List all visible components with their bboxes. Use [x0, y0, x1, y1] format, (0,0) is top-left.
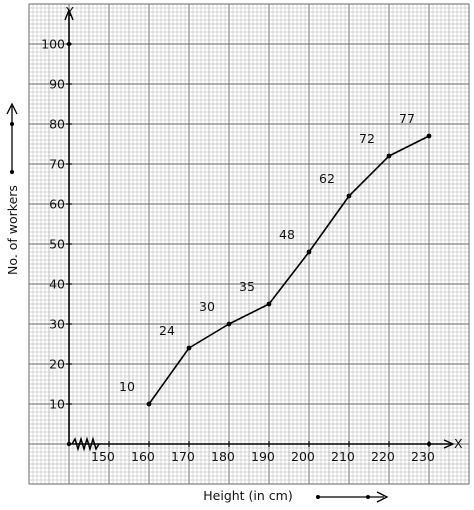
- data-point: [226, 321, 232, 327]
- grid-border: [28, 3, 470, 485]
- data-point: [266, 301, 272, 307]
- axis-arrows: [6, 102, 389, 503]
- x-tick-label: 160: [131, 449, 155, 464]
- y-tick-label: 70: [49, 157, 65, 172]
- x-tick-label: 150: [91, 449, 115, 464]
- x-direction-arrowhead: [376, 491, 389, 503]
- series-line: [148, 135, 430, 405]
- grid: [28, 3, 470, 485]
- x-tick-label: 200: [291, 449, 315, 464]
- data-label: 77: [399, 111, 415, 126]
- x-direction-dot: [316, 495, 320, 499]
- x-tick-label: 220: [371, 449, 395, 464]
- data-labels: 10 24 30 35 48 62 72 77: [119, 111, 415, 394]
- y-tick-label: 50: [49, 237, 65, 252]
- axis-point: [66, 441, 72, 447]
- data-point: [186, 345, 192, 351]
- data-label: 62: [319, 171, 335, 186]
- y-tick-label: 10: [49, 397, 65, 412]
- y-tick-label: 90: [49, 77, 65, 92]
- x-tick-label: 210: [331, 449, 355, 464]
- data-label: 48: [279, 227, 295, 242]
- x-direction-dot: [366, 495, 370, 499]
- x-tick-label: 170: [171, 449, 195, 464]
- y-tick-label: 80: [49, 117, 65, 132]
- y-axis-letter: Y: [65, 4, 74, 19]
- y-direction-dot: [10, 122, 14, 126]
- x-axis-letter: X: [454, 436, 463, 451]
- data-label: 30: [199, 299, 215, 314]
- x-tick-label: 230: [411, 449, 435, 464]
- x-tick-label: 180: [211, 449, 235, 464]
- data-label: 72: [359, 131, 375, 146]
- data-point: [346, 193, 352, 199]
- y-tick-label: 30: [49, 317, 65, 332]
- y-tick-label: 40: [49, 277, 65, 292]
- y-tick-label: 100: [41, 37, 65, 52]
- data-point: [146, 401, 152, 407]
- data-point: [306, 249, 312, 255]
- data-label: 24: [159, 323, 175, 338]
- y-tick-label: 20: [49, 357, 65, 372]
- axis-break-zigzag: [71, 436, 100, 452]
- data-point: [426, 133, 432, 139]
- y-direction-arrowhead: [6, 102, 18, 115]
- x-axis-arrowhead: [443, 439, 455, 449]
- data-point: [386, 153, 392, 159]
- y-axis-arrowhead: [64, 8, 74, 21]
- data-label: 10: [119, 379, 135, 394]
- y-tick-label: 60: [49, 197, 65, 212]
- y-direction-dot: [10, 170, 14, 174]
- y-axis-title: No. of workers: [5, 185, 20, 275]
- series: [146, 133, 432, 407]
- x-axis-title: Height (in cm): [203, 488, 292, 503]
- data-label: 35: [239, 279, 255, 294]
- x-tick-label: 190: [251, 449, 275, 464]
- tick-labels: 150 160 170 180 190 200 210 220 230 10 20 30 40 50 60 7…: [41, 37, 435, 465]
